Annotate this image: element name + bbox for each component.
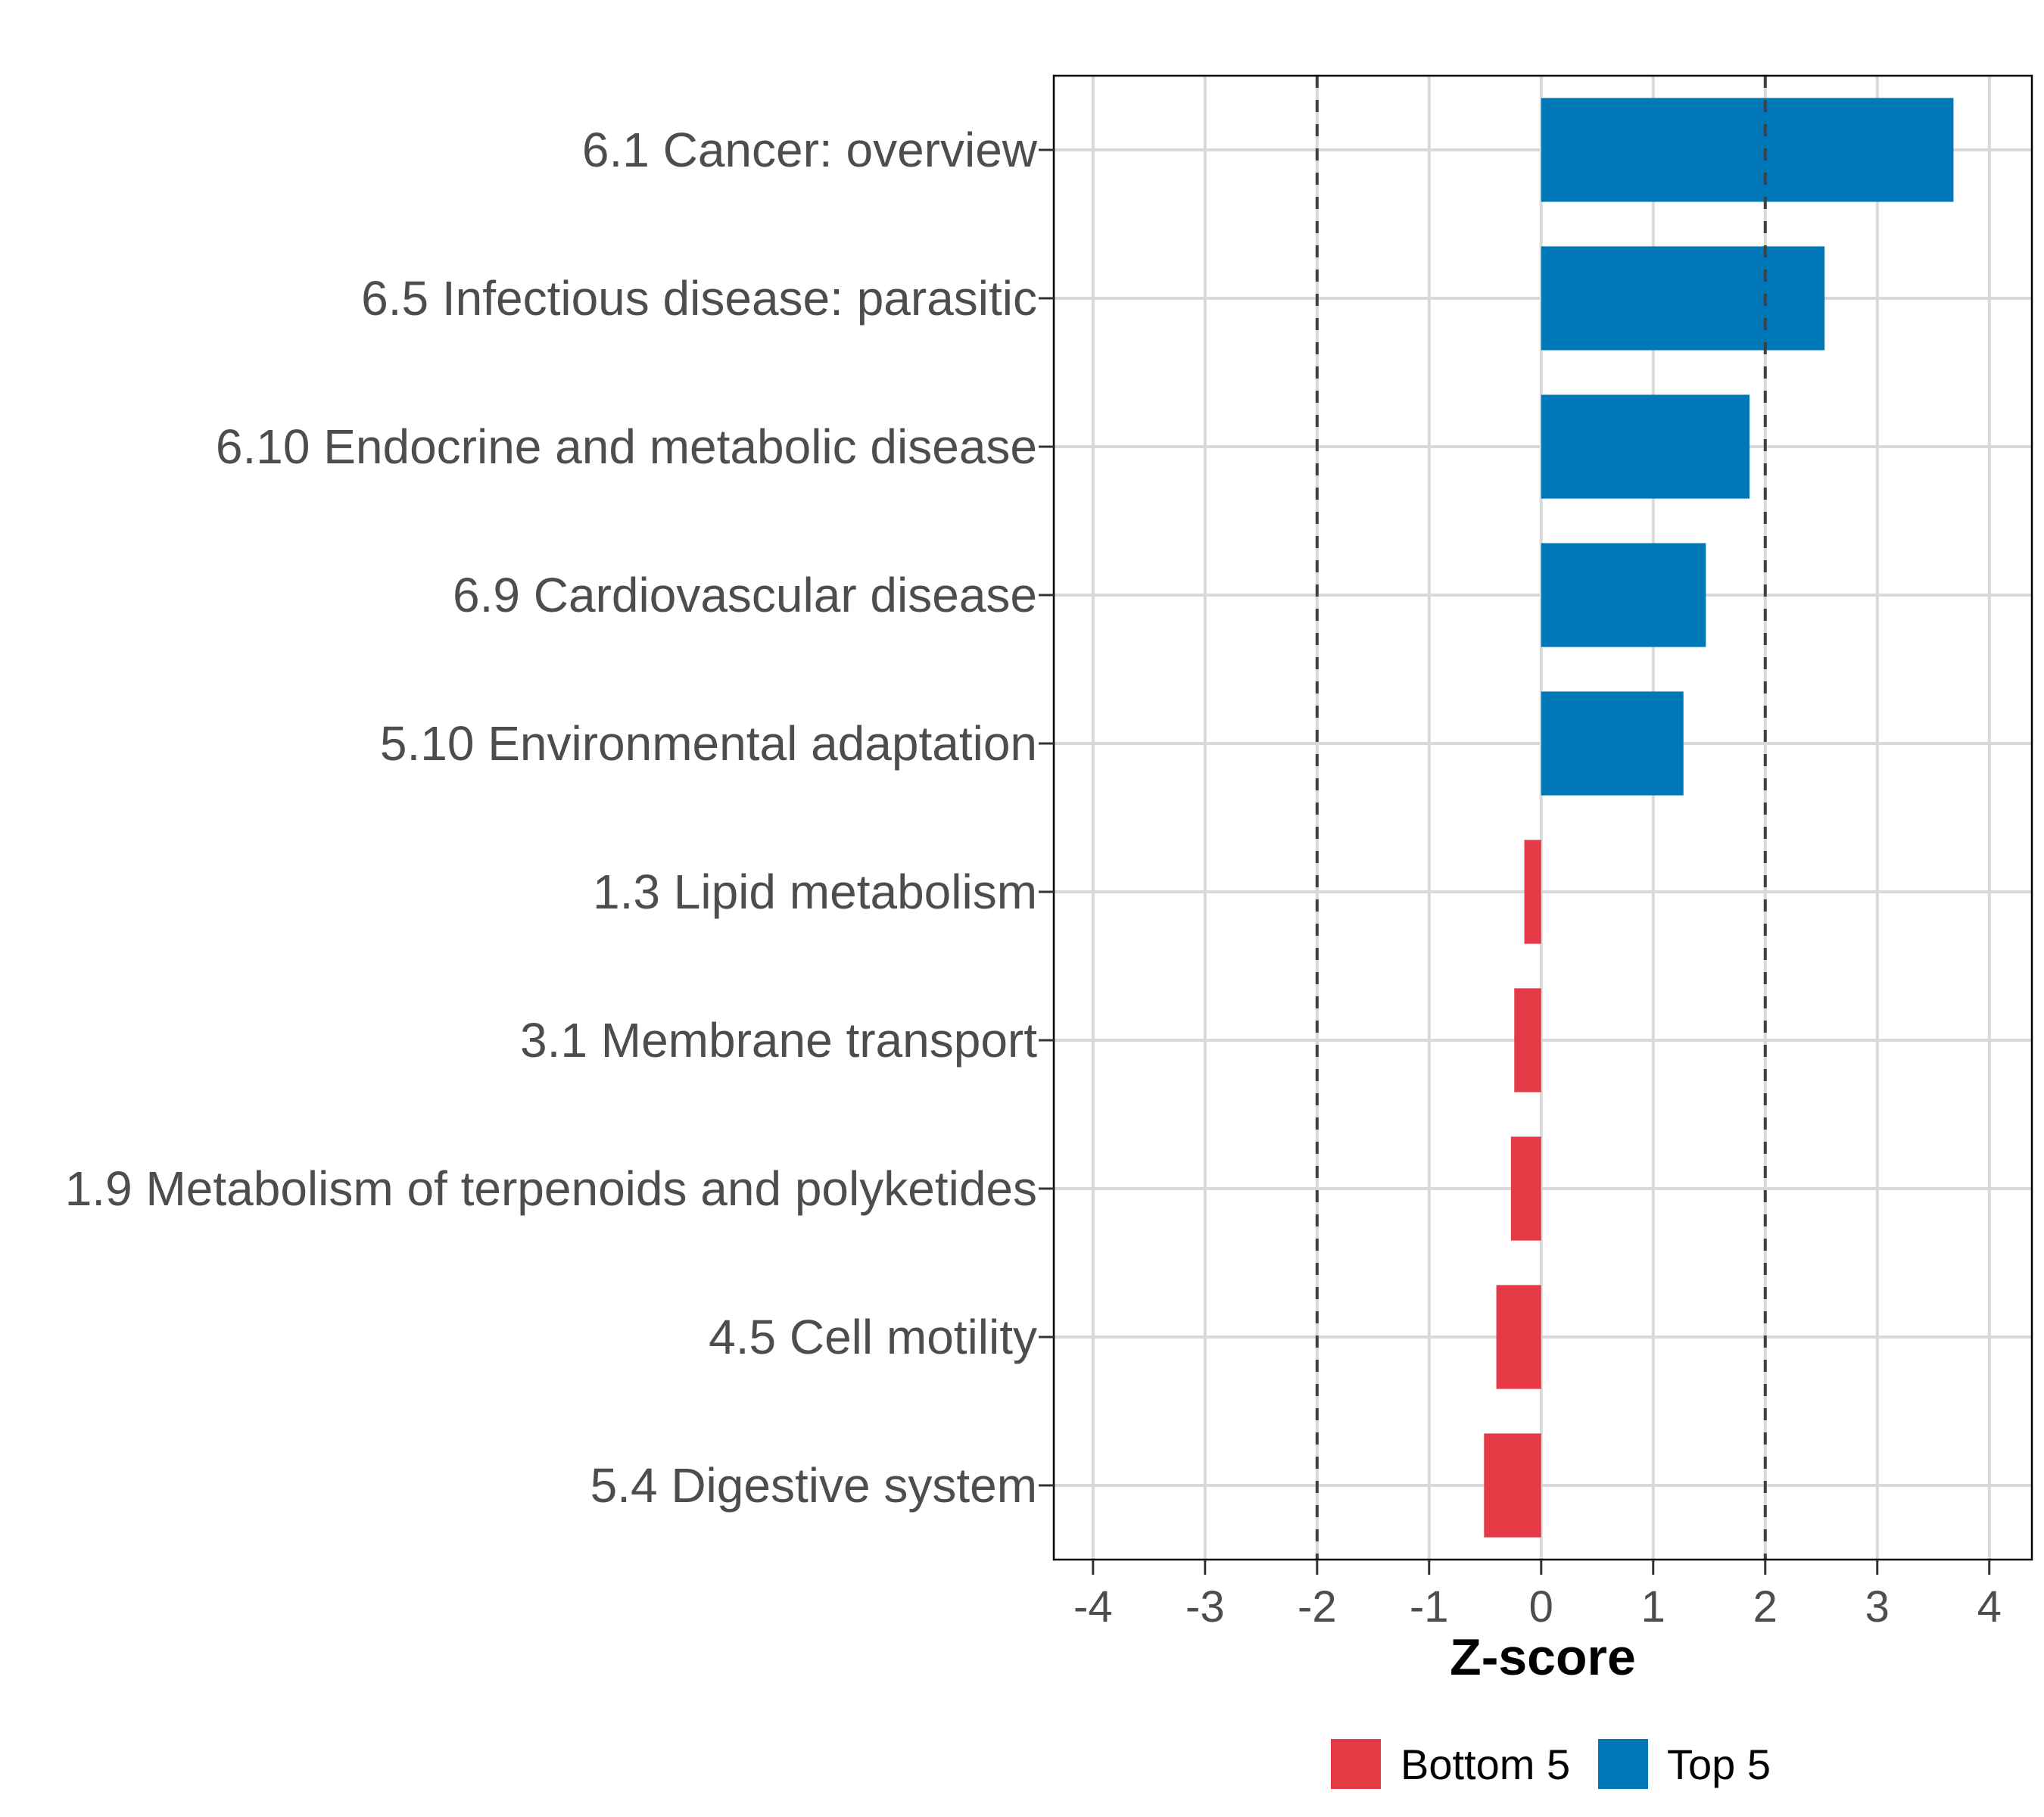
y-axis-labels: 6.1 Cancer: overview 6.5 Infectious disea… [65, 123, 1054, 1513]
bar-bottom [1524, 840, 1541, 944]
y-tick-label: 3.1 Membrane transport [520, 1013, 1037, 1067]
x-tick-label: -2 [1298, 1582, 1337, 1632]
reference-lines [1315, 76, 1767, 1560]
x-tick-label: 4 [1977, 1582, 2002, 1632]
y-tick-label: 5.4 Digestive system [590, 1458, 1037, 1513]
bars [1484, 98, 1954, 1538]
x-tick-label: 2 [1753, 1582, 1778, 1632]
x-tick-label: 0 [1529, 1582, 1553, 1632]
legend-label: Bottom 5 [1401, 1741, 1570, 1788]
x-tick-label: -1 [1410, 1582, 1449, 1632]
y-tick-label: 6.1 Cancer: overview [582, 123, 1038, 177]
bar-bottom [1496, 1285, 1541, 1389]
y-tick-label: 4.5 Cell motility [709, 1310, 1037, 1364]
bar-top [1541, 246, 1825, 351]
y-tick-label: 6.10 Endocrine and metabolic disease [216, 419, 1037, 474]
bar-top [1541, 543, 1706, 647]
x-tick-label: -4 [1073, 1582, 1113, 1632]
legend: Bottom 5 Top 5 [1331, 1739, 1771, 1789]
x-tick-label: 1 [1641, 1582, 1665, 1632]
y-tick-label: 6.9 Cardiovascular disease [453, 568, 1037, 622]
bar-bottom [1510, 1136, 1541, 1241]
legend-key-top [1598, 1739, 1648, 1789]
bar-top [1541, 98, 1954, 202]
bar-top [1541, 394, 1750, 499]
bar-top [1541, 691, 1684, 796]
x-tick-label: 3 [1865, 1582, 1890, 1632]
legend-key-bottom [1331, 1739, 1381, 1789]
bar-bottom [1514, 988, 1541, 1092]
x-axis-title: Z-score [1450, 1628, 1636, 1686]
x-axis-labels: -4 -3 -2 -1 0 1 2 3 4 [1073, 1560, 2002, 1632]
bar-bottom [1484, 1433, 1541, 1538]
x-tick-label: -3 [1186, 1582, 1225, 1632]
y-tick-label: 1.9 Metabolism of terpenoids and polyket… [65, 1161, 1037, 1216]
y-tick-label: 1.3 Lipid metabolism [593, 865, 1037, 919]
legend-label: Top 5 [1667, 1741, 1771, 1788]
y-tick-label: 5.10 Environmental adaptation [380, 716, 1037, 771]
panel-border [1052, 74, 2033, 1561]
y-tick-label: 6.5 Infectious disease: parasitic [361, 271, 1037, 326]
